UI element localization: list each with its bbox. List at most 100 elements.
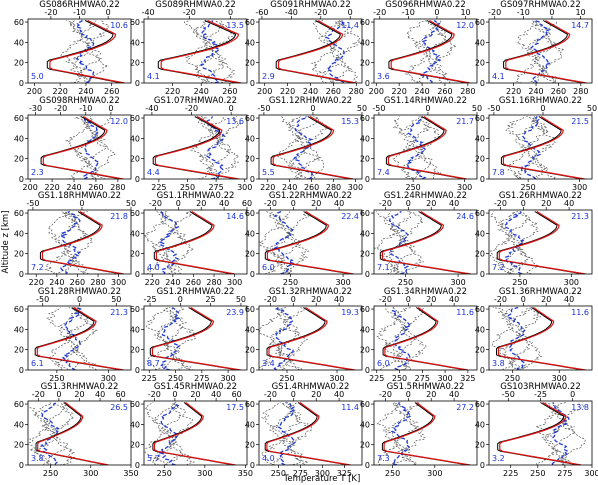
y-tick-label: 20 (245, 59, 255, 68)
bottom-tick-label: 260 (304, 183, 319, 192)
blue-mean-line (160, 306, 182, 370)
bottom-left-label: 6.0 (262, 263, 275, 272)
gray-envelope-line (400, 307, 428, 370)
gray-envelope-line (267, 211, 294, 274)
bottom-left-label: 3.4 (262, 359, 275, 368)
y-tick-label: 20 (475, 155, 485, 164)
top-tick-label: 40 (449, 390, 459, 399)
top-tick-label: 0 (172, 390, 177, 399)
y-tick-label: 20 (360, 59, 370, 68)
y-tick-label: 0 (250, 175, 255, 184)
bottom-tick-label: 220 (506, 87, 521, 96)
panel-frame (258, 209, 363, 275)
panel-lines (152, 115, 242, 179)
bottom-left-label: 3.8 (492, 359, 505, 368)
bottom-tick-label: 280 (460, 87, 475, 96)
bottom-tick-label: 300 (584, 469, 598, 478)
panel-lines (385, 115, 467, 179)
gray-envelope-line (160, 211, 186, 274)
top-tick-label: 0 (77, 295, 82, 304)
panel-lines (144, 402, 236, 465)
top-tick-label: 0 (406, 390, 411, 399)
top-right-label: 17.5 (226, 403, 244, 412)
panel-lines (40, 115, 124, 179)
y-tick-label: 20 (130, 441, 140, 450)
top-tick-label: 20 (541, 295, 551, 304)
y-tick-label: 40 (245, 420, 255, 429)
y-tick-label: 60 (245, 400, 255, 409)
top-tick-label: 50 (357, 104, 367, 113)
gray-envelope-line (169, 402, 196, 465)
panel-lines (388, 19, 471, 83)
black-temperature-line (152, 116, 237, 179)
y-tick-label: 0 (250, 270, 255, 279)
panel-lines (503, 19, 587, 83)
top-tick-label: -40 (142, 8, 155, 17)
gray-envelope-line (328, 20, 353, 83)
top-right-label: 11.4 (341, 403, 359, 412)
bottom-tick-label: 300 (101, 374, 116, 383)
panel: 220 240 260 280 300 -50 0 50 0 20 40 60 GS1.12RHMWA0… (245, 96, 367, 192)
top-tick-label: 50 (111, 295, 121, 304)
panel-title: GS1.28RHMWA0.22 (38, 287, 121, 297)
black-temperature-line (35, 402, 107, 465)
red-temperature-line (499, 401, 582, 465)
bottom-tick-label: 220 (280, 87, 295, 96)
y-tick-label: 60 (475, 18, 485, 27)
gray-envelope-line (430, 20, 458, 83)
gray-envelope-line (71, 307, 98, 370)
top-tick-label: 0 (521, 199, 526, 208)
y-tick-label: 0 (135, 79, 140, 88)
blue-mean-line (388, 210, 410, 274)
top-tick-label: 0 (291, 295, 296, 304)
gray-envelope-line (51, 402, 76, 465)
x-axis-title: Temperature T [K] (283, 474, 361, 484)
y-tick-label: 20 (130, 346, 140, 355)
gray-envelope-line (398, 211, 425, 274)
gray-envelope-line (398, 116, 426, 179)
panel-frame (488, 209, 593, 275)
y-tick-label: 0 (480, 366, 485, 375)
bottom-left-label: 4.4 (147, 168, 160, 177)
gray-envelope-line (144, 402, 170, 465)
bottom-tick-label: 200 (257, 87, 272, 96)
gray-envelope-line (151, 402, 178, 465)
bottom-tick-label: 250 (283, 278, 298, 287)
y-tick-label: 20 (14, 155, 24, 164)
bottom-tick-label: 200 (23, 183, 38, 192)
red-temperature-line (390, 19, 471, 83)
top-tick-label: -20 (379, 390, 392, 399)
panel-title: GS089RHMWA0.22 (155, 0, 236, 10)
panel-lines (28, 401, 109, 465)
top-tick-label: 0 (56, 390, 61, 399)
bottom-left-label: 7.1 (377, 263, 390, 272)
gray-envelope-line (74, 116, 100, 179)
gray-envelope-line (61, 211, 87, 274)
y-tick-label: 0 (365, 366, 370, 375)
panel-lines (489, 210, 586, 274)
y-tick-label: 0 (135, 270, 140, 279)
panel: 225 250 275 300 -50 -25 0 0 20 40 60 GS103RHMWA0.22… (475, 382, 598, 478)
y-tick-label: 40 (14, 229, 24, 238)
red-temperature-line (151, 306, 241, 370)
y-tick-label: 0 (19, 270, 24, 279)
bottom-tick-label: 240 (282, 183, 297, 192)
y-tick-label: 0 (480, 79, 485, 88)
bottom-tick-label: 260 (88, 183, 103, 192)
top-tick-label: 50 (587, 104, 597, 113)
panel-lines (259, 210, 354, 274)
y-tick-label: 40 (475, 229, 485, 238)
bottom-tick-label: 300 (564, 278, 579, 287)
red-temperature-line (272, 115, 354, 179)
panel: 250 300 -20 0 20 40 0 20 40 60 GS1.22RHMWA0.22 22.4… (245, 191, 363, 287)
bottom-tick-label: 240 (49, 278, 64, 287)
panel-title: GS103RHMWA0.22 (500, 382, 581, 392)
top-tick-label: 0 (406, 199, 411, 208)
y-tick-label: 20 (475, 59, 485, 68)
top-tick-label: 0 (228, 8, 233, 17)
top-right-label: 21.3 (110, 308, 128, 317)
bottom-left-label: 3.8 (31, 454, 44, 463)
bottom-tick-label: 250 (530, 469, 545, 478)
top-tick-label: -10 (79, 104, 92, 113)
y-tick-label: 60 (360, 114, 370, 123)
